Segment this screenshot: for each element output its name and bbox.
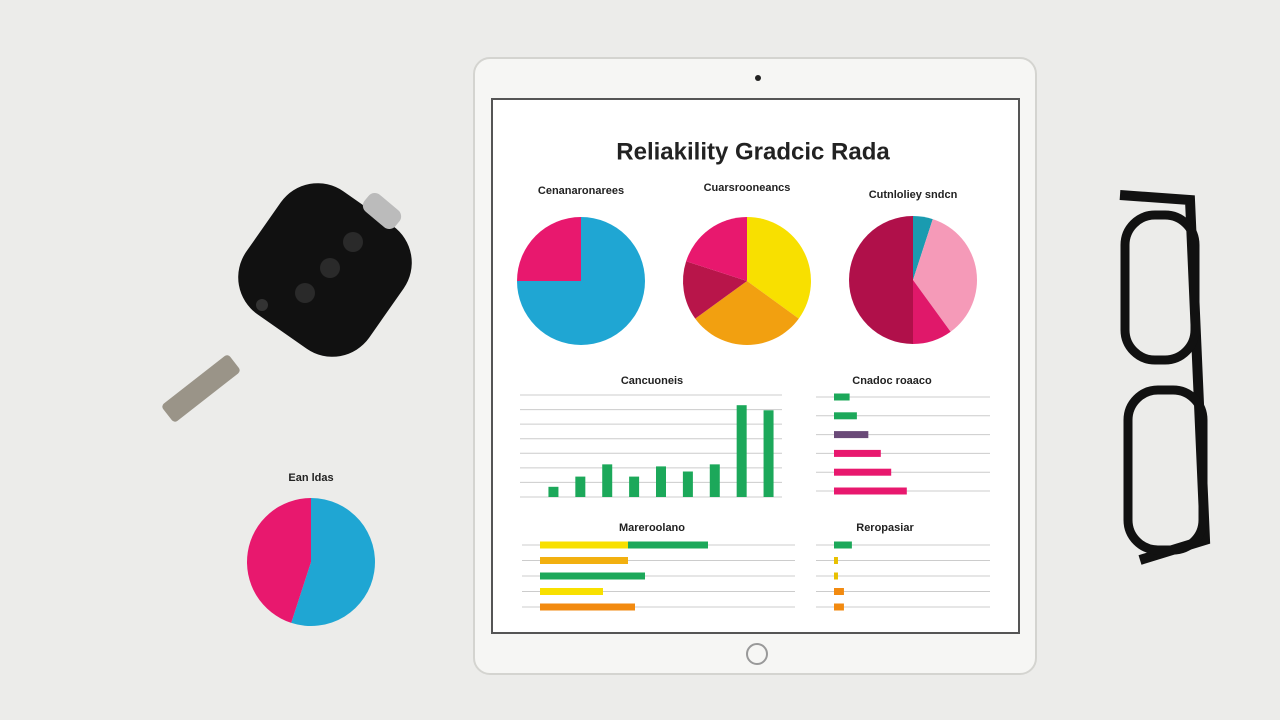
bar [834,588,844,595]
bar [736,405,747,497]
pie-slice [686,217,747,281]
chart-title: Mareroolano [619,522,685,534]
chart-title: Cancuoneis [621,375,683,387]
bar [629,476,640,497]
bar [834,431,869,439]
bar [682,471,693,497]
bar [834,603,844,611]
chart-title: Reropasiar [856,522,914,534]
pie-slice [695,281,799,346]
bar [548,486,559,497]
bar [834,393,850,401]
pie-slice [747,217,812,319]
pie-slice [682,261,747,319]
bar [540,557,628,564]
pie-slice [849,216,913,344]
bar [763,410,774,497]
car-key [162,183,412,422]
pie-slice [913,216,933,280]
bar [656,466,666,497]
bar [575,476,586,497]
bar [834,412,857,420]
bar [834,572,838,580]
bar [834,449,881,457]
bar [709,464,720,497]
chart-title: Cutnloliey sndcn [869,189,958,201]
pie-slice [517,217,581,281]
bar [834,557,838,564]
bar [540,541,628,549]
pie-slice [913,280,951,344]
dashboard-title: Reliakility Gradcic Rada [616,138,890,165]
bar [834,468,892,476]
bar [628,541,708,549]
chart-title: Ean ldas [288,472,333,484]
bar [540,588,603,595]
bar [602,464,613,497]
bar [540,603,635,611]
pie-slice [247,498,311,623]
bar [834,487,907,495]
bar [834,541,852,549]
bar [540,572,645,580]
chart-title: Cuarsrooneancs [704,182,791,194]
chart-title: Cnadoc roaaco [852,375,932,387]
chart-title: Cenanaronarees [538,185,624,197]
pie-slice [913,219,978,332]
glasses [1119,190,1211,565]
pie-slice [291,498,375,626]
